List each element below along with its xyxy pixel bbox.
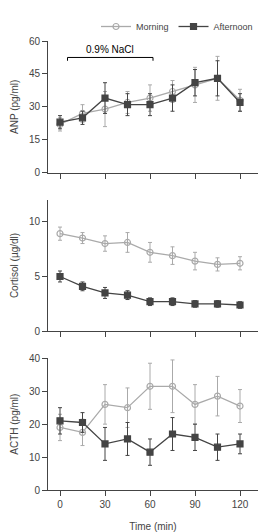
svg-text:0.9% NaCl: 0.9% NaCl [86,44,134,55]
svg-text:60: 60 [29,36,41,47]
svg-text:30: 30 [29,101,41,112]
svg-text:10: 10 [29,216,41,227]
svg-text:Time (min): Time (min) [129,521,176,532]
svg-text:0: 0 [34,485,40,496]
svg-text:Afternoon: Afternoon [214,22,253,32]
svg-text:ANP (pg/ml): ANP (pg/ml) [9,80,20,134]
svg-text:0: 0 [34,167,40,178]
svg-text:5: 5 [34,271,40,282]
svg-text:120: 120 [232,499,249,510]
svg-text:20: 20 [29,419,41,430]
svg-text:40: 40 [29,353,41,364]
svg-text:Cortisol (µg/dl): Cortisol (µg/dl) [9,233,20,298]
svg-text:60: 60 [144,499,156,510]
svg-text:0: 0 [34,326,40,337]
svg-text:ACTH (pg/ml): ACTH (pg/ml) [9,394,20,455]
svg-text:90: 90 [189,499,201,510]
svg-text:10: 10 [29,452,41,463]
svg-text:0: 0 [57,499,63,510]
svg-text:Morning: Morning [136,22,169,32]
svg-text:45: 45 [29,68,41,79]
svg-text:15: 15 [29,134,41,145]
svg-text:30: 30 [99,499,111,510]
svg-text:30: 30 [29,386,41,397]
